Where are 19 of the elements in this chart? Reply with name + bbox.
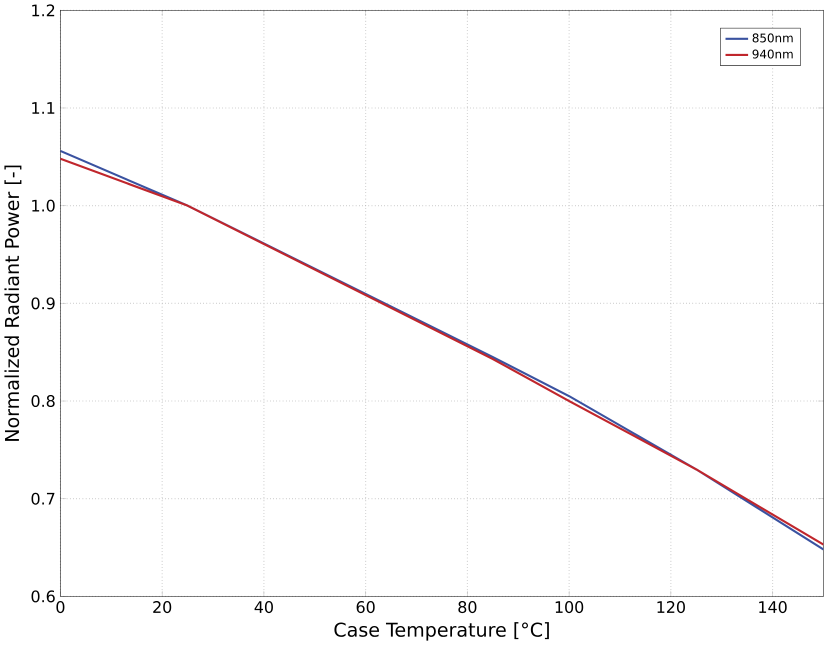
- y-tick-label: 0.9: [32, 297, 55, 310]
- x-axis-title: Case Temperature [°C]: [334, 622, 549, 641]
- legend-label: 850nm: [752, 33, 793, 42]
- y-tick-label: 0.8: [32, 395, 55, 408]
- y-tick-label: 0.6: [32, 590, 55, 602]
- legend-label: 940nm: [752, 50, 793, 59]
- x-tick-label: 80: [458, 601, 476, 614]
- x-tick-label: 0: [56, 601, 64, 614]
- x-tick-label: 140: [759, 601, 787, 614]
- x-tick-label: 100: [556, 601, 584, 614]
- x-tick-label: 60: [356, 601, 375, 614]
- x-tick-label: 120: [657, 601, 685, 614]
- y-tick-label: 0.7: [32, 492, 54, 505]
- x-tick-label: 40: [254, 601, 273, 614]
- y-axis-title: Normalized Radiant Power [-]: [4, 166, 22, 441]
- y-tick-label: 1.0: [32, 200, 55, 212]
- y-tick-label: 1.1: [32, 102, 54, 114]
- x-tick-label: 20: [153, 601, 172, 614]
- y-tick-label: 1.2: [32, 4, 54, 16]
